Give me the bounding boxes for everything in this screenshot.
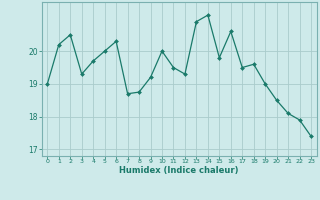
X-axis label: Humidex (Indice chaleur): Humidex (Indice chaleur) (119, 166, 239, 175)
